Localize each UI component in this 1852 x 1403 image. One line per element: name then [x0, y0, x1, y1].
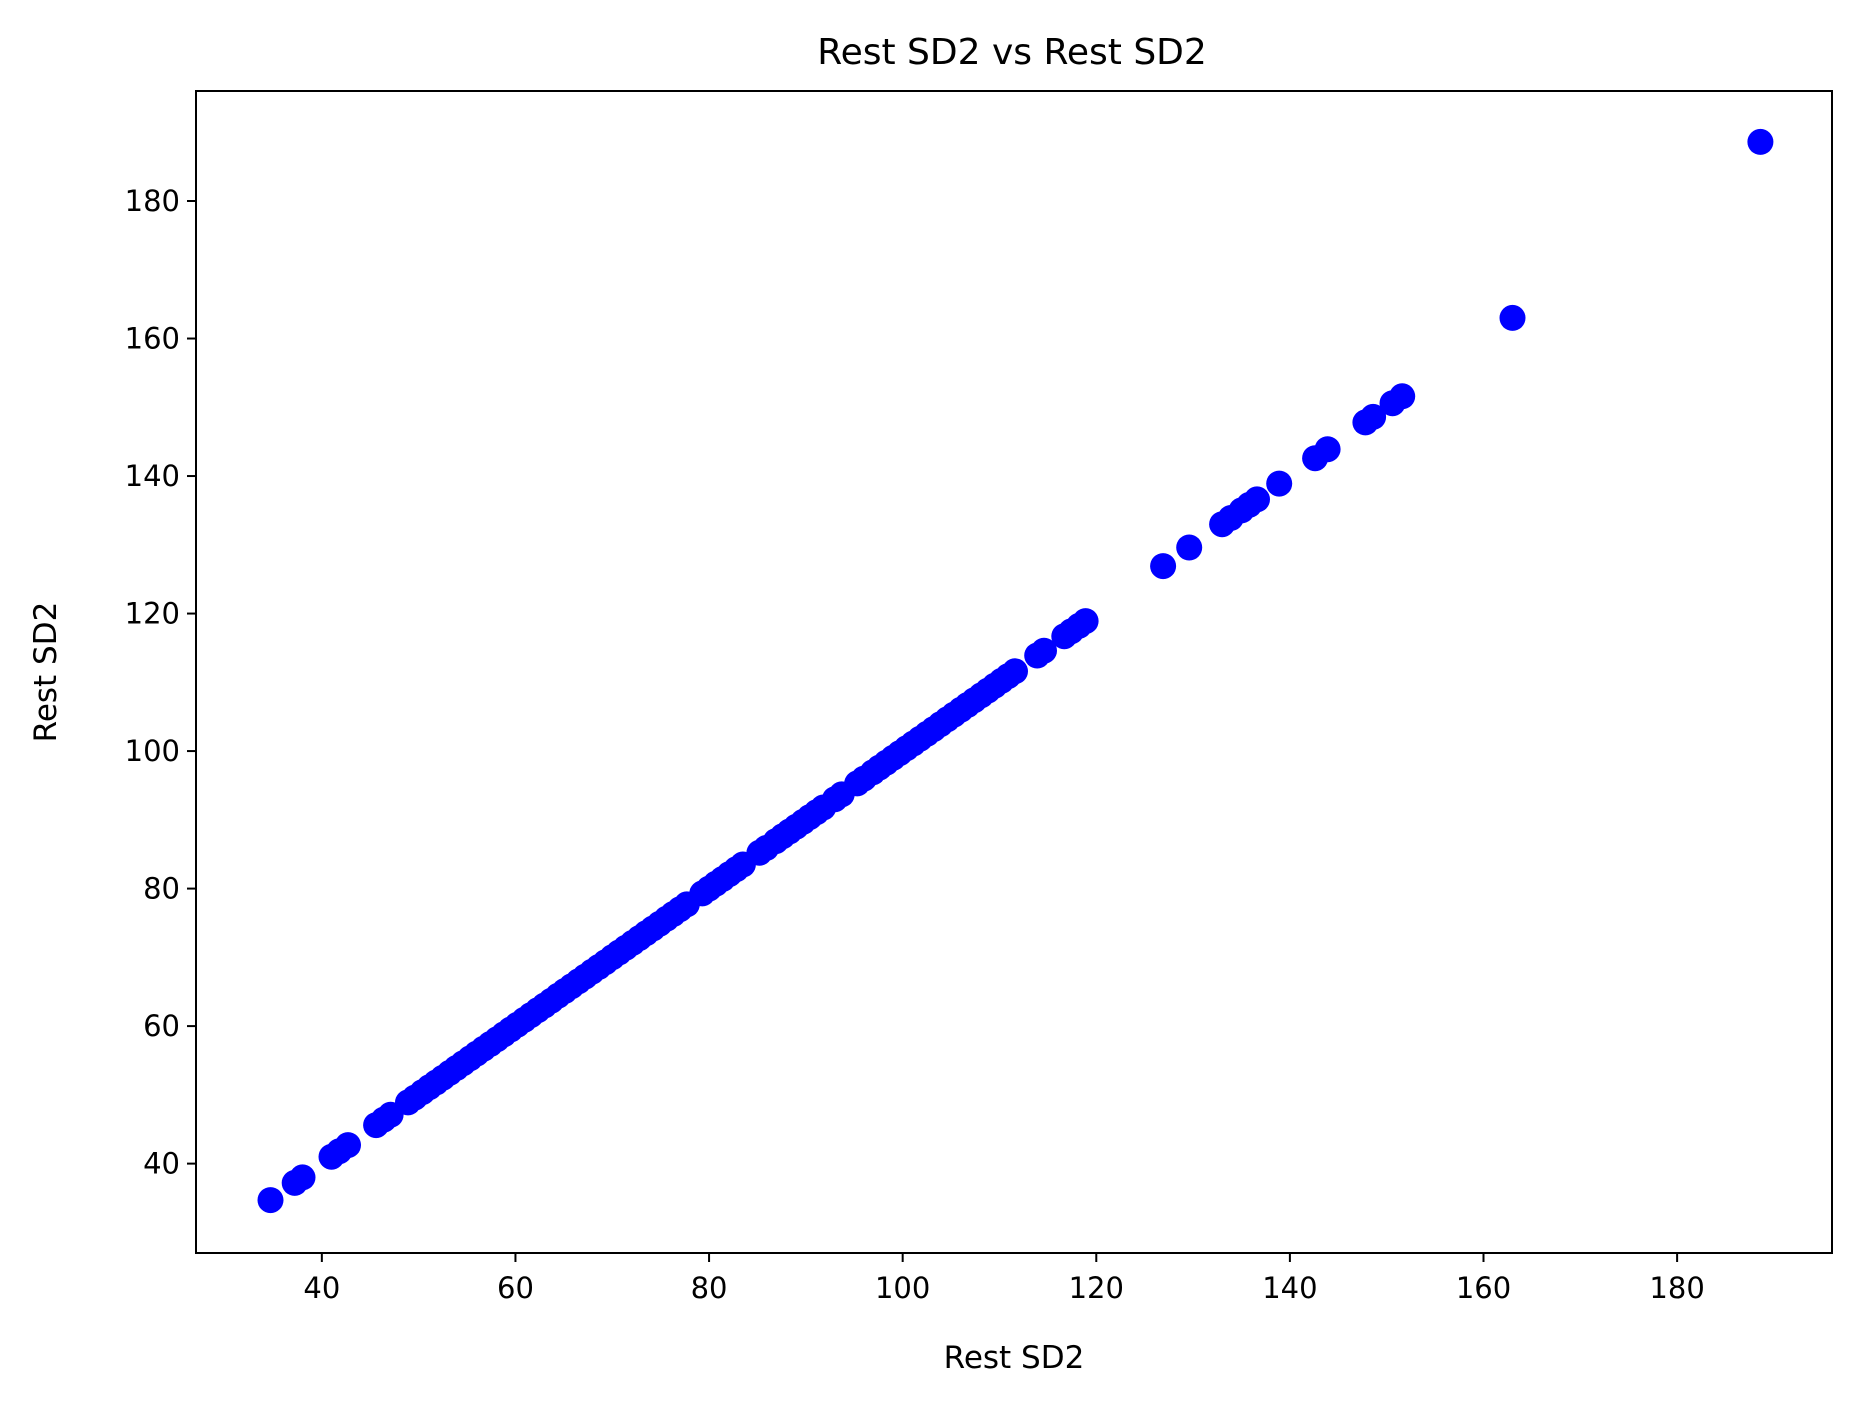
y-axis: 40 60 80 100 120 140 160 180 [125, 184, 196, 1181]
x-axis: 40 60 80 100 120 140 160 180 [303, 1253, 1705, 1305]
data-point [1002, 658, 1028, 685]
data-point [1747, 128, 1774, 155]
y-tick-label: 60 [143, 1009, 180, 1043]
y-tick-label: 100 [125, 734, 180, 768]
data-point [335, 1132, 361, 1159]
data-point [1072, 608, 1099, 635]
plot-frame [195, 90, 1833, 1254]
y-axis-label: Rest SD2 [28, 602, 64, 743]
y-tick-label: 80 [143, 872, 180, 906]
y-tick-label: 40 [143, 1147, 180, 1181]
x-tick-label: 40 [303, 1271, 340, 1305]
x-tick-label: 160 [1456, 1271, 1511, 1305]
x-axis-label: Rest SD2 [944, 1340, 1085, 1376]
data-points [257, 128, 1774, 1214]
data-point [289, 1164, 316, 1191]
y-tick-label: 140 [125, 459, 180, 493]
x-tick-label: 120 [1069, 1271, 1124, 1305]
y-tick-label: 120 [125, 597, 180, 631]
data-point [1031, 637, 1057, 664]
x-tick-label: 140 [1262, 1271, 1317, 1305]
chart-title: Rest SD2 vs Rest SD2 [817, 32, 1207, 73]
x-tick-label: 180 [1649, 1271, 1704, 1305]
data-point [1360, 403, 1387, 430]
data-point [1176, 534, 1203, 561]
data-point [257, 1187, 284, 1214]
data-point [1314, 436, 1341, 463]
data-point [1266, 470, 1293, 497]
data-point [1150, 553, 1177, 580]
data-point [1389, 383, 1416, 410]
data-point [1499, 304, 1526, 331]
y-tick-label: 160 [125, 322, 180, 356]
data-point [1244, 486, 1270, 513]
x-tick-label: 60 [497, 1271, 534, 1305]
y-tick-label: 180 [125, 184, 180, 218]
x-tick-label: 80 [691, 1271, 728, 1305]
x-tick-label: 100 [875, 1271, 930, 1305]
